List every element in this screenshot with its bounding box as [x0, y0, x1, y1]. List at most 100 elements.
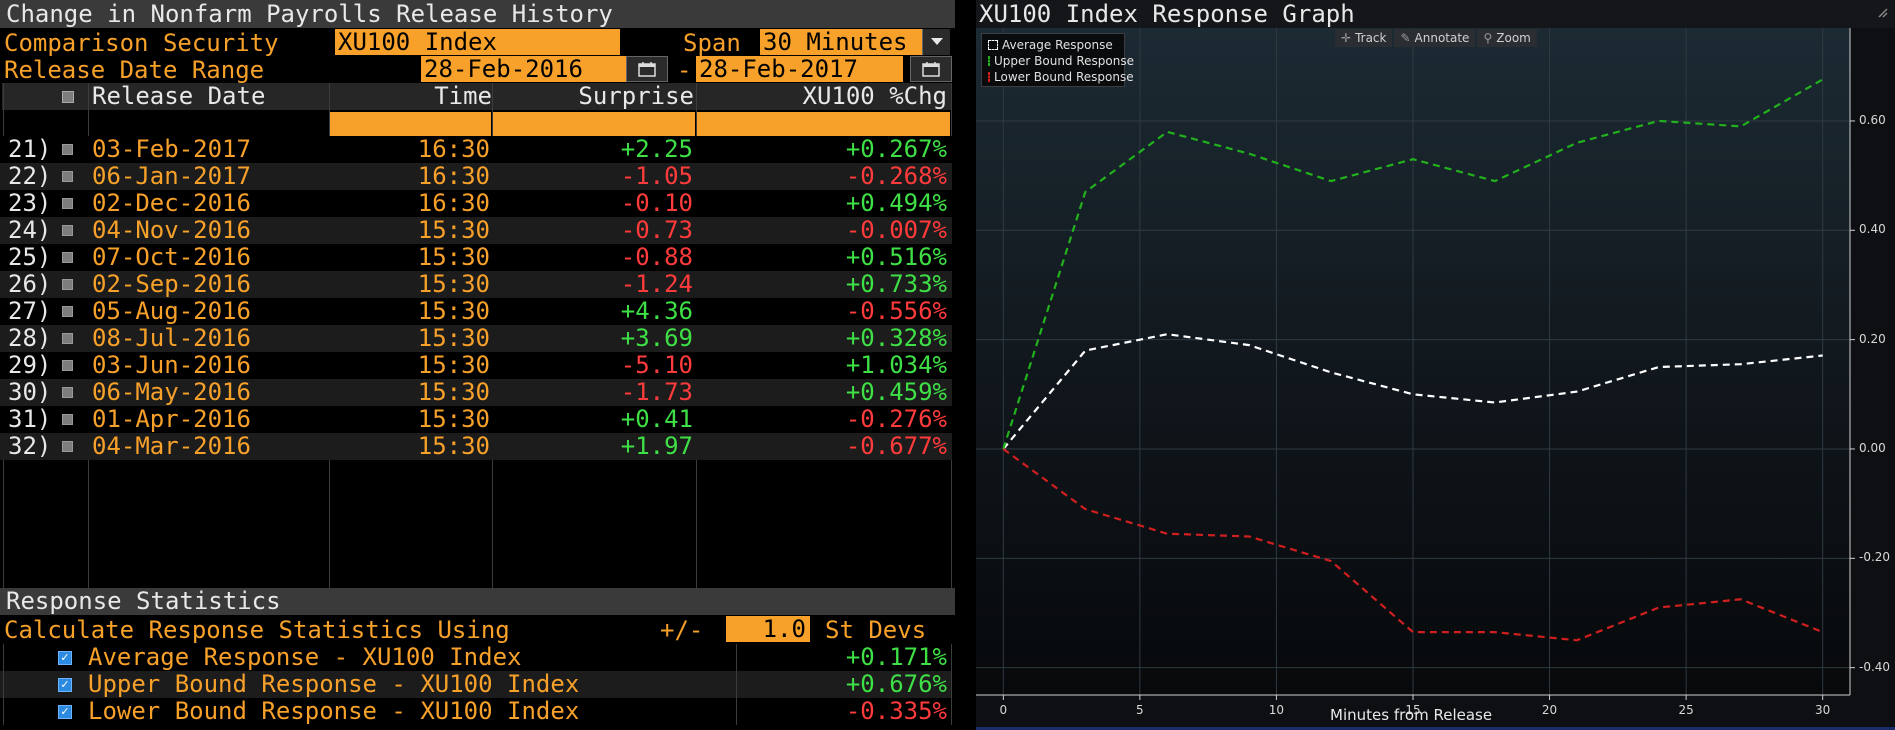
release-date: 07-Oct-2016: [92, 243, 251, 271]
lower-bound-response-line[interactable]: [1002, 448, 1824, 642]
upper-bound-response-line[interactable]: [1002, 78, 1824, 450]
surprise-filter-input[interactable]: [493, 112, 695, 136]
response-graph-panel: XU100 Index Response Graph 0.60 0.40 0.2…: [976, 0, 1895, 730]
legend-item-upper[interactable]: Upper Bound Response: [982, 53, 1134, 69]
table-row[interactable]: 28) 08-Jul-2016 15:30 +3.69 +0.328%: [0, 325, 952, 352]
legend-item-average[interactable]: Average Response: [982, 37, 1124, 53]
x-tick-label: 20: [1541, 703, 1558, 717]
stat-label: Upper Bound Response - XU100 Index: [88, 670, 580, 698]
table-row[interactable]: 29) 03-Jun-2016 15:30 -5.10 +1.034%: [0, 352, 952, 379]
stat-value: -0.335%: [845, 697, 947, 725]
change-filter-input[interactable]: [697, 112, 950, 136]
y-tick-label: 0.40: [1859, 222, 1886, 237]
change-value: +0.267%: [845, 135, 947, 163]
column-release-date[interactable]: Release Date: [92, 83, 266, 110]
row-checkbox[interactable]: [62, 360, 73, 371]
row-checkbox[interactable]: [62, 414, 73, 425]
row-checkbox[interactable]: [62, 225, 73, 236]
calendar-icon: [922, 61, 940, 77]
calc-stats-label: Calculate Response Statistics Using: [4, 616, 510, 644]
select-all-checkbox[interactable]: [62, 91, 74, 103]
table-row[interactable]: 24) 04-Nov-2016 15:30 -0.73 -0.007%: [0, 217, 952, 244]
row-checkbox[interactable]: [62, 387, 73, 398]
scroll-handle-icon[interactable]: [1877, 4, 1889, 18]
release-date-range-label: Release Date Range: [4, 56, 265, 84]
row-checkbox[interactable]: [62, 306, 73, 317]
table-row[interactable]: 25) 07-Oct-2016 15:30 -0.88 +0.516%: [0, 244, 952, 271]
row-checkbox[interactable]: [62, 441, 73, 452]
table-row[interactable]: 21) 03-Feb-2017 16:30 +2.25 +0.267%: [0, 136, 952, 163]
lower-bound-checkbox[interactable]: ✓: [58, 705, 72, 719]
column-time[interactable]: Time: [434, 83, 492, 110]
stat-label: Average Response - XU100 Index: [88, 643, 522, 671]
release-time: 16:30: [417, 135, 490, 163]
y-tick-label: -0.20: [1859, 550, 1891, 565]
comparison-security-input[interactable]: XU100 Index: [335, 29, 620, 55]
graph-toolbar: ✛ Track ✎ Annotate ⚲ Zoom: [1335, 29, 1537, 47]
track-button[interactable]: ✛ Track: [1335, 29, 1393, 47]
row-checkbox[interactable]: [62, 198, 73, 209]
span-dropdown-button[interactable]: [922, 29, 950, 55]
stat-row-upper: ✓ Upper Bound Response - XU100 Index +0.…: [0, 671, 952, 698]
surprise-value: -1.73: [620, 378, 693, 406]
table-row[interactable]: 30) 06-May-2016 15:30 -1.73 +0.459%: [0, 379, 952, 406]
stdev-label: St Devs: [825, 616, 927, 644]
release-date: 01-Apr-2016: [92, 405, 251, 433]
table-row[interactable]: 31) 01-Apr-2016 15:30 +0.41 -0.276%: [0, 406, 952, 433]
change-value: -0.677%: [845, 432, 947, 460]
row-number: 30): [8, 378, 52, 406]
change-value: -0.556%: [845, 297, 947, 325]
row-number: 25): [8, 243, 52, 271]
change-value: +0.494%: [845, 189, 947, 217]
date-from-calendar-button[interactable]: [626, 56, 668, 82]
grid-line: [736, 644, 737, 725]
table-header: Release Date Time Surprise XU100 %Chg: [2, 83, 952, 110]
table-row[interactable]: 22) 06-Jan-2017 16:30 -1.05 -0.268%: [0, 163, 952, 190]
stat-row-average: ✓ Average Response - XU100 Index +0.171%: [0, 644, 952, 671]
average-response-checkbox[interactable]: ✓: [58, 651, 72, 665]
row-checkbox[interactable]: [62, 279, 73, 290]
release-time: 15:30: [417, 216, 490, 244]
table-row[interactable]: 23) 02-Dec-2016 16:30 -0.10 +0.494%: [0, 190, 952, 217]
stat-row-lower: ✓ Lower Bound Response - XU100 Index -0.…: [0, 698, 952, 725]
column-surprise[interactable]: Surprise: [578, 83, 694, 110]
panel-divider: [955, 0, 976, 730]
release-time: 15:30: [417, 297, 490, 325]
date-to-calendar-button[interactable]: [910, 56, 952, 82]
surprise-value: +1.97: [620, 432, 693, 460]
row-checkbox[interactable]: [62, 252, 73, 263]
change-value: -0.007%: [845, 216, 947, 244]
change-value: +0.328%: [845, 324, 947, 352]
span-select[interactable]: 30 Minutes: [760, 29, 922, 55]
average-response-line[interactable]: [1002, 333, 1823, 450]
change-value: -0.276%: [845, 405, 947, 433]
time-filter-input[interactable]: [330, 112, 491, 136]
comparison-security-label: Comparison Security: [4, 29, 279, 57]
date-to-input[interactable]: 28-Feb-2017: [696, 56, 903, 82]
y-tick-label: 0.20: [1859, 331, 1886, 346]
legend-item-lower[interactable]: Lower Bound Response: [982, 69, 1134, 85]
column-xu100-change[interactable]: XU100 %Chg: [802, 83, 948, 110]
graph-title-bar: XU100 Index Response Graph: [976, 0, 1895, 28]
y-tick-label: 0.60: [1859, 112, 1886, 127]
change-value: +0.516%: [845, 243, 947, 271]
surprise-value: -1.24: [620, 270, 693, 298]
annotate-button[interactable]: ✎ Annotate: [1394, 29, 1476, 47]
release-time: 15:30: [417, 351, 490, 379]
upper-bound-checkbox[interactable]: ✓: [58, 678, 72, 692]
release-time: 15:30: [417, 270, 490, 298]
date-from-input[interactable]: 28-Feb-2016: [421, 56, 626, 82]
table-row[interactable]: 26) 02-Sep-2016 15:30 -1.24 +0.733%: [0, 271, 952, 298]
row-checkbox[interactable]: [62, 144, 73, 155]
stdev-input[interactable]: 1.0: [726, 616, 810, 642]
zoom-button[interactable]: ⚲ Zoom: [1477, 29, 1537, 47]
row-number: 22): [8, 162, 52, 190]
release-date: 06-May-2016: [92, 378, 251, 406]
release-time: 15:30: [417, 432, 490, 460]
row-checkbox[interactable]: [62, 171, 73, 182]
table-row[interactable]: 27) 05-Aug-2016 15:30 +4.36 -0.556%: [0, 298, 952, 325]
row-number: 23): [8, 189, 52, 217]
grid-line: [951, 644, 952, 725]
table-row[interactable]: 32) 04-Mar-2016 15:30 +1.97 -0.677%: [0, 433, 952, 460]
row-checkbox[interactable]: [62, 333, 73, 344]
